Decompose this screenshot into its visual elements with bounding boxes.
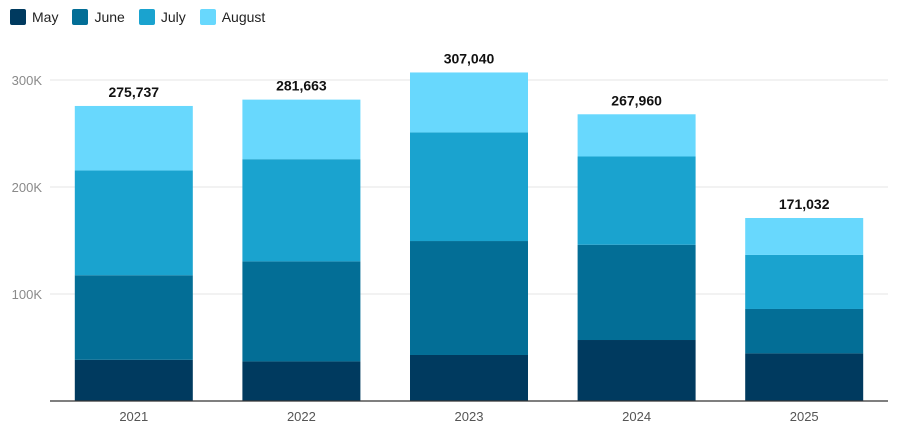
bar-segment-july-2024[interactable] (577, 156, 696, 245)
y-tick-label: 300K (12, 73, 43, 88)
x-tick-label: 2024 (622, 409, 651, 424)
legend-swatch (10, 9, 26, 25)
x-tick-label: 2022 (287, 409, 316, 424)
x-tick-label: 2021 (119, 409, 148, 424)
legend-label: May (32, 9, 59, 25)
bar-segment-june-2021[interactable] (74, 275, 193, 360)
y-tick-label: 100K (12, 287, 43, 302)
total-labels: 275,737 281,663 307,040 267,960 171,032 (108, 50, 829, 212)
legend-swatch (199, 9, 216, 25)
legend-swatch (138, 9, 155, 25)
bar-segment-may-2024[interactable] (577, 340, 696, 401)
chart-legend: May June July August (10, 9, 265, 25)
legend-label: June (94, 9, 125, 25)
bar-segment-july-2021[interactable] (74, 170, 193, 276)
bar-segment-july-2023[interactable] (410, 132, 528, 242)
bar-segment-june-2025[interactable] (745, 308, 864, 354)
axes: 100K 200K 300K 2021 2022 2023 2024 2025 (12, 73, 888, 424)
bar-segment-july-2025[interactable] (745, 254, 864, 309)
bar-segment-may-2023[interactable] (410, 354, 528, 401)
bar-segment-august-2022[interactable] (242, 99, 361, 160)
bar-segment-may-2025[interactable] (745, 353, 864, 401)
bars (74, 72, 864, 401)
total-label-2023: 307,040 (444, 50, 495, 66)
bar-segment-june-2022[interactable] (242, 261, 361, 362)
bar-segment-august-2024[interactable] (577, 114, 696, 157)
total-label-2025: 171,032 (779, 196, 830, 212)
legend-item-june[interactable]: June (72, 9, 125, 25)
bar-segment-june-2024[interactable] (577, 244, 696, 341)
bar-segment-may-2022[interactable] (242, 361, 361, 401)
bar-segment-june-2023[interactable] (410, 241, 528, 355)
x-tick-label: 2025 (790, 409, 819, 424)
legend-item-july[interactable]: July (138, 9, 186, 25)
y-tick-label: 200K (12, 180, 43, 195)
x-tick-label: 2023 (455, 409, 484, 424)
total-label-2022: 281,663 (276, 78, 327, 94)
legend-item-august[interactable]: August (199, 9, 266, 25)
bar-segment-august-2025[interactable] (745, 217, 864, 255)
legend-label: August (221, 9, 266, 25)
legend-item-may[interactable]: May (10, 9, 58, 25)
bar-segment-august-2023[interactable] (410, 72, 528, 133)
total-label-2021: 275,737 (108, 84, 159, 100)
bar-segment-august-2021[interactable] (74, 105, 193, 171)
bar-segment-july-2022[interactable] (242, 159, 361, 262)
total-label-2024: 267,960 (611, 92, 662, 108)
bar-segment-may-2021[interactable] (74, 359, 193, 401)
legend-label: July (160, 9, 186, 25)
legend-swatch (72, 9, 89, 25)
